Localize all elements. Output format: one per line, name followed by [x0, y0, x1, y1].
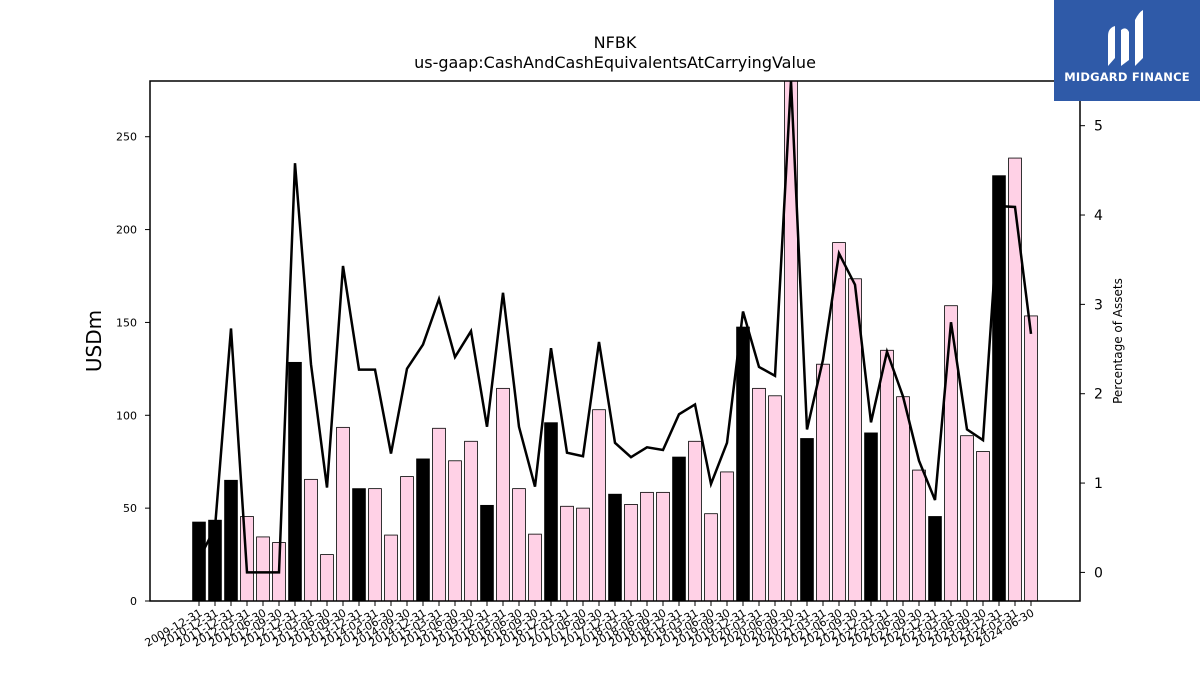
y2-tick-label: 4: [1094, 208, 1103, 224]
bar: [736, 326, 750, 602]
bar: [528, 533, 542, 602]
bar: [640, 491, 654, 602]
y-tick-label: 150: [116, 316, 137, 329]
right-axis-ticks: 0 1 2 3 4 5: [1080, 119, 1103, 581]
bar: [768, 395, 782, 602]
bar: [720, 471, 734, 602]
bar: [416, 458, 430, 602]
y-tick-label: 100: [116, 409, 137, 422]
bar: [560, 505, 574, 602]
bar: [800, 438, 814, 602]
bar: [400, 476, 414, 602]
y-tick-label: 200: [116, 224, 137, 237]
y2-tick-label: 2: [1094, 387, 1103, 403]
bar: [912, 469, 926, 602]
bar: [512, 488, 526, 602]
bar: [880, 349, 894, 602]
bar: [304, 478, 318, 602]
bar: [656, 491, 670, 602]
bar: [448, 460, 462, 602]
bar: [992, 175, 1006, 602]
bar: [320, 554, 334, 602]
bar: [816, 363, 830, 602]
bar: [384, 534, 398, 602]
bar: [864, 432, 878, 602]
bar: [496, 387, 510, 602]
y2-axis-label: Percentage of Assets: [1111, 278, 1125, 404]
y2-tick-label: 5: [1094, 119, 1103, 135]
bar: [1008, 157, 1022, 602]
bar: [688, 440, 702, 602]
logo-mark-icon: [1108, 10, 1143, 66]
bar: [352, 488, 366, 602]
bar: [368, 488, 382, 602]
logo-text: MIDGARD FINANCE: [1064, 70, 1190, 84]
y-tick-label: 0: [130, 595, 137, 608]
bar: [704, 513, 718, 602]
y-tick-label: 50: [123, 502, 137, 515]
x-axis-ticks: 2009-12-312010-12-312011-12-312012-03-31…: [143, 601, 1037, 650]
bar: [592, 409, 606, 602]
bar: [480, 504, 494, 602]
y2-tick-label: 0: [1094, 565, 1103, 581]
bar: [336, 426, 350, 602]
bar: [896, 396, 910, 602]
chart-subtitle: us-gaap:CashAndCashEquivalentsAtCarrying…: [414, 53, 816, 72]
y2-tick-label: 3: [1094, 297, 1103, 313]
bar: [208, 519, 222, 602]
series-line: [197, 80, 1033, 574]
left-axis-ticks: 0 50 100 150 200 250: [116, 131, 150, 608]
bar: [224, 479, 238, 602]
brand-logo: MIDGARD FINANCE: [1054, 0, 1200, 101]
bar: [752, 387, 766, 602]
bar: [672, 456, 686, 602]
bar: [608, 493, 622, 602]
bar: [288, 361, 302, 602]
bar: [256, 536, 270, 602]
line-series: [197, 80, 1033, 574]
bar: [576, 507, 590, 602]
bar: [976, 451, 990, 602]
bar: [624, 504, 638, 602]
y2-tick-label: 1: [1094, 476, 1103, 492]
bar: [1024, 315, 1038, 602]
y-axis-label: USDm: [82, 310, 106, 372]
bar: [928, 516, 942, 602]
chart-title: NFBK: [594, 33, 637, 52]
bar: [960, 435, 974, 602]
y-tick-label: 250: [116, 131, 137, 144]
bar: [544, 422, 558, 602]
bar: [192, 521, 206, 602]
bar: [464, 440, 478, 602]
bar: [832, 242, 846, 602]
bar-series: [192, 80, 1038, 602]
bar: [432, 427, 446, 602]
